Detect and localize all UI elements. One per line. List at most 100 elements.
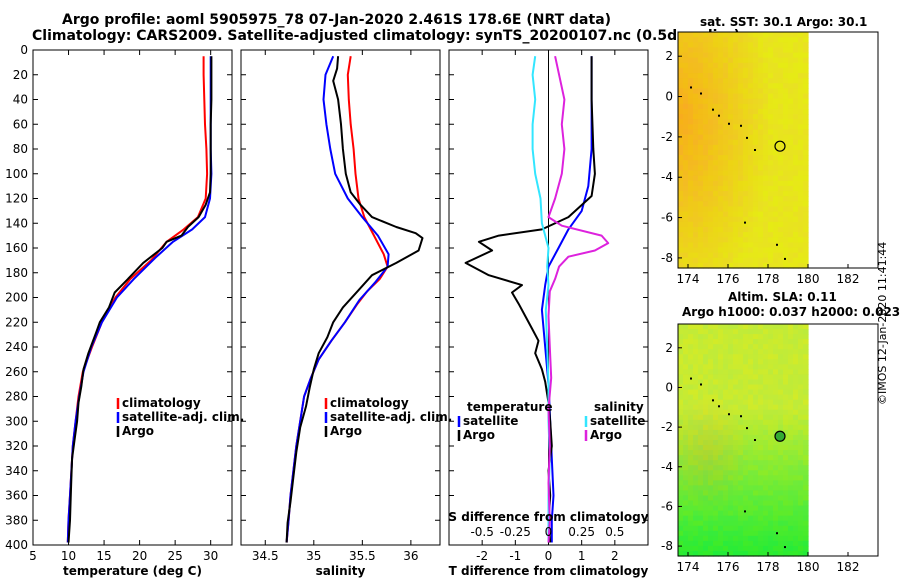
sst-cell <box>778 67 784 74</box>
sst-cell <box>798 67 804 74</box>
sla-cell <box>773 384 779 391</box>
sst-cell <box>693 119 699 125</box>
sla-cell <box>688 440 694 446</box>
sst-cell <box>723 165 729 172</box>
sla-cell <box>798 480 804 486</box>
sst-cell <box>708 42 714 48</box>
sla-cell <box>693 525 699 532</box>
sla-cell <box>748 409 754 416</box>
title-line-2: Climatology: CARS2009. Satellite-adjuste… <box>32 28 741 44</box>
sst-cell <box>703 237 709 243</box>
sst-cell <box>803 247 809 254</box>
sst-cell <box>803 175 809 182</box>
sst-cell <box>693 67 699 74</box>
sla-cell <box>753 434 759 441</box>
diff-xtick-label: 2 <box>611 549 619 563</box>
sst-cell <box>798 103 804 110</box>
sla-cell <box>723 349 729 355</box>
sst-cell <box>698 252 704 259</box>
island-icon <box>700 383 702 386</box>
sla-cell <box>708 475 714 481</box>
sla-cell <box>708 455 714 461</box>
sla-cell <box>768 455 774 461</box>
sla-cell <box>763 364 769 370</box>
sla-cell <box>743 480 749 486</box>
sla-cell <box>693 445 699 451</box>
sla-cell <box>698 364 704 370</box>
sla-cell <box>793 404 799 411</box>
sla-cell <box>678 399 684 406</box>
sst-cell <box>803 226 809 233</box>
sst-cell <box>733 206 739 213</box>
sst-cell <box>698 119 704 125</box>
sst-cell <box>728 139 734 146</box>
sst-cell <box>773 47 779 54</box>
sst-cell <box>748 191 754 197</box>
sst-cell <box>748 57 754 64</box>
sst-cell <box>733 139 739 146</box>
sla-cell <box>788 440 794 446</box>
sla-cell <box>763 460 769 466</box>
sla-ytick-label: -8 <box>661 539 673 553</box>
sst-cell <box>773 150 779 156</box>
sla-cell <box>733 485 739 492</box>
sla-cell <box>713 424 719 431</box>
sst-cell <box>733 211 739 218</box>
sla-cell <box>753 424 759 431</box>
sla-cell <box>733 419 739 426</box>
sst-cell <box>803 262 809 269</box>
sst-cell <box>708 124 714 131</box>
sst-cell <box>743 103 749 110</box>
sla-cell <box>758 409 764 416</box>
sst-cell <box>798 242 804 249</box>
sst-cell <box>703 88 709 95</box>
temp-xtick-label: 5 <box>29 549 37 563</box>
sst-cell <box>733 52 739 59</box>
sla-cell <box>798 424 804 431</box>
sst-cell <box>733 160 739 166</box>
sla-cell <box>713 414 719 421</box>
sst-cell <box>728 226 734 233</box>
sla-cell <box>803 424 809 431</box>
sst-cell <box>678 103 684 110</box>
sst-cell <box>708 160 714 166</box>
sla-cell <box>678 374 684 381</box>
sst-cell <box>698 98 704 105</box>
sla-cell <box>693 490 699 497</box>
sst-cell <box>693 32 699 38</box>
sla-cell <box>748 399 754 406</box>
sla-cell <box>768 334 774 340</box>
sla-cell <box>733 324 739 330</box>
sla-cell <box>693 520 699 527</box>
sst-cell <box>743 62 749 69</box>
sst-cell <box>763 98 769 105</box>
depth-tick-label: 280 <box>5 390 28 404</box>
sst-cell <box>723 62 729 69</box>
sst-cell <box>783 119 789 125</box>
sla-cell <box>698 424 704 431</box>
sst-cell <box>753 175 759 182</box>
sst-cell <box>708 252 714 259</box>
sla-cell <box>703 530 709 537</box>
sst-cell <box>773 170 779 177</box>
sst-cell <box>718 108 724 115</box>
sla-cell <box>703 460 709 466</box>
sla-cell <box>763 399 769 406</box>
sst-cell <box>678 139 684 146</box>
sla-cell <box>773 409 779 416</box>
sst-cell <box>708 83 714 90</box>
sla-cell <box>713 354 719 360</box>
sst-cell <box>748 206 754 213</box>
sla-cell <box>743 359 749 365</box>
sla-map-subtitle: Argo h1000: 0.037 h2000: 0.023 <box>682 305 900 319</box>
sla-cell <box>733 530 739 537</box>
sst-cell <box>748 252 754 259</box>
sla-cell <box>783 500 789 507</box>
sst-cell <box>728 262 734 269</box>
sla-cell <box>718 470 724 476</box>
sla-cell <box>678 404 684 411</box>
sla-cell <box>788 500 794 507</box>
sst-cell <box>703 226 709 233</box>
sst-cell <box>783 221 789 228</box>
sst-cell <box>798 191 804 197</box>
